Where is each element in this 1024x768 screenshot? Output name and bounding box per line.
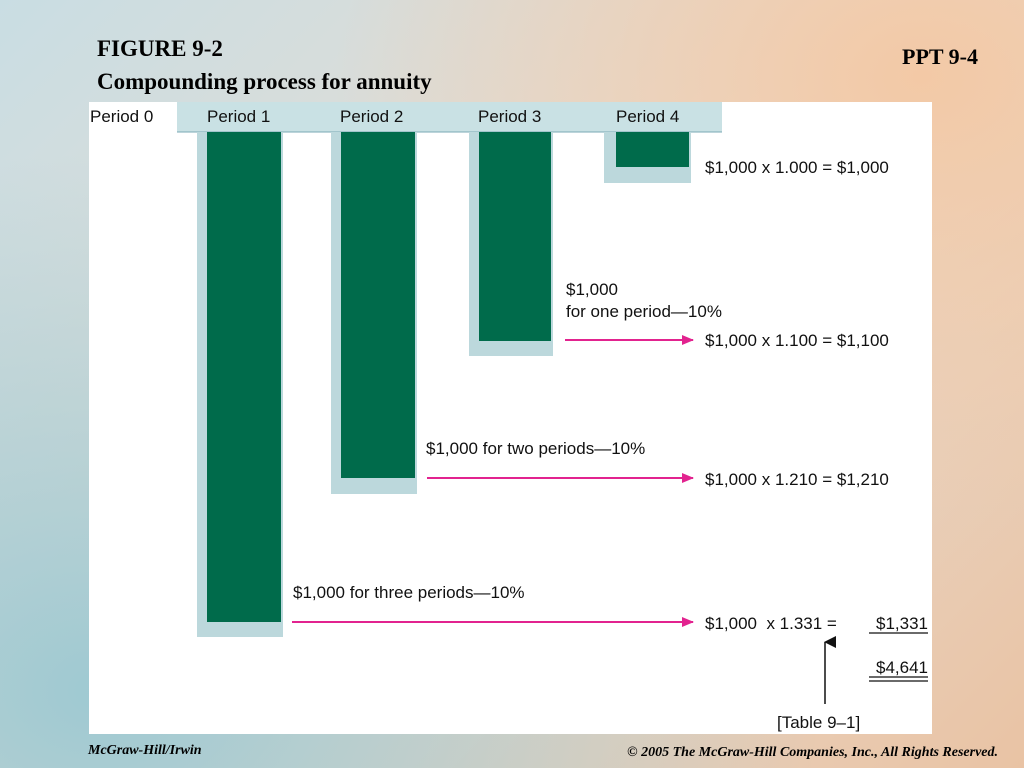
period-0-label: Period 0 bbox=[90, 107, 153, 126]
period-3-result: $1,000 x 1.100 = $1,100 bbox=[705, 331, 889, 350]
slide-title: FIGURE 9-2 Compounding process for annui… bbox=[97, 32, 432, 98]
two-periods-label: $1,000 for two periods—10% bbox=[426, 439, 645, 458]
figure-number: FIGURE 9-2 bbox=[97, 36, 223, 61]
period-header-strip bbox=[177, 102, 722, 132]
period-1-result-value: $1,331 bbox=[876, 614, 928, 633]
period-2-bar bbox=[341, 132, 415, 478]
three-periods-label: $1,000 for three periods—10% bbox=[293, 583, 525, 602]
ppt-label: PPT 9-4 bbox=[902, 44, 978, 69]
period-2-result: $1,000 x 1.210 = $1,210 bbox=[705, 470, 889, 489]
figure-panel: Period 0 Period 1 Period 2 Period 3 Peri… bbox=[89, 102, 932, 734]
figure-caption: Compounding process for annuity bbox=[97, 69, 432, 94]
one-period-amount: $1,000 bbox=[566, 280, 618, 299]
period-2-label: Period 2 bbox=[340, 107, 403, 126]
period-4-bar bbox=[616, 132, 689, 167]
period-3-bar bbox=[479, 132, 551, 341]
one-period-label: for one period—10% bbox=[566, 302, 722, 321]
compounding-diagram: Period 0 Period 1 Period 2 Period 3 Peri… bbox=[90, 102, 928, 732]
period-4-label: Period 4 bbox=[616, 107, 679, 126]
copyright-notice: © 2005 The McGraw-Hill Companies, Inc., … bbox=[627, 745, 998, 760]
period-4-result: $1,000 x 1.000 = $1,000 bbox=[705, 158, 889, 177]
period-3-label: Period 3 bbox=[478, 107, 541, 126]
period-1-label: Period 1 bbox=[207, 107, 270, 126]
period-1-result: $1,000 x 1.331 = bbox=[705, 614, 837, 633]
total-value: $4,641 bbox=[876, 658, 928, 677]
table-reference: [Table 9–1] bbox=[777, 713, 860, 732]
period-1-bar bbox=[207, 132, 281, 622]
publisher-label: McGraw-Hill/Irwin bbox=[88, 743, 202, 758]
